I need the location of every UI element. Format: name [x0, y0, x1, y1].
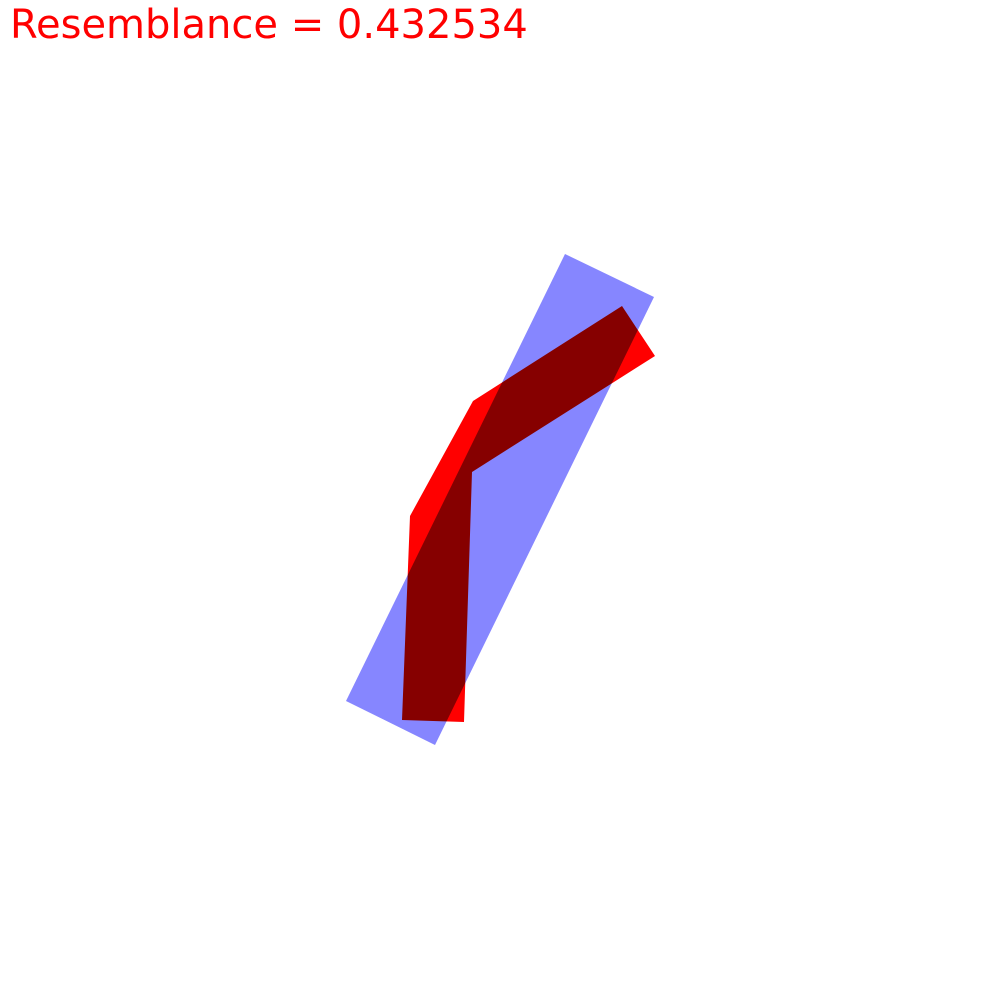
candidate-rectangle-shape [346, 254, 654, 745]
resemblance-score-label: Resemblance = 0.432534 [10, 2, 528, 48]
